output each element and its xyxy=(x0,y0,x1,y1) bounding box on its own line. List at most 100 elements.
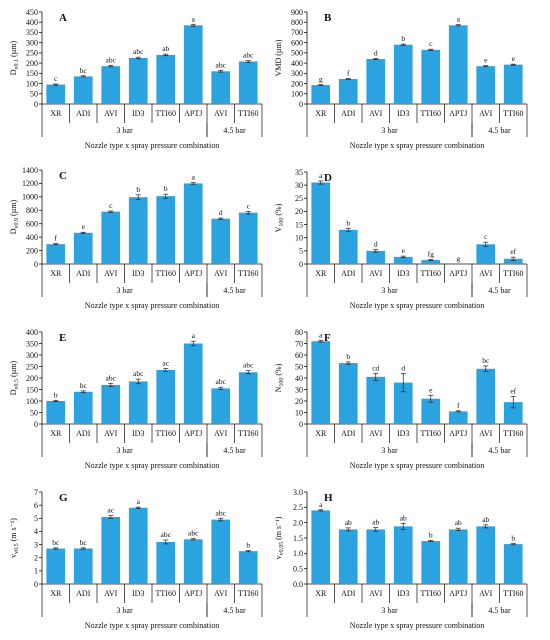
y-tick-label: 0 xyxy=(34,420,38,429)
significance-letter: ef xyxy=(510,386,516,395)
bar xyxy=(73,232,93,264)
bar xyxy=(156,541,176,584)
panel-letter: E xyxy=(59,332,66,344)
y-tick-label: 80 xyxy=(295,328,303,337)
bar xyxy=(101,66,121,104)
category-label: TTI60 xyxy=(156,269,176,278)
y-tick-label: 200 xyxy=(26,246,38,255)
panel-letter: D xyxy=(324,172,332,184)
category-label: XR xyxy=(315,429,327,438)
bar xyxy=(476,368,496,424)
group-label: 3 bar xyxy=(116,606,133,615)
panel-H: 0.0 0.5 1.0 1.5 2.0 2.5 3.0 vv0.95 (m s⁻¹) Ha ab a… xyxy=(274,488,528,630)
y-tick-label: 35 xyxy=(295,168,303,177)
significance-letter: b xyxy=(54,390,58,399)
y-tick-label: 100 xyxy=(26,79,38,88)
significance-letter: e xyxy=(429,385,433,394)
significance-letter: b xyxy=(164,184,168,193)
y-axis-label: N100 (%) xyxy=(274,363,285,392)
category-label: XR xyxy=(315,589,327,598)
x-axis-label: Nozzle type x spray pressure combination xyxy=(350,461,484,470)
category-label: ADI xyxy=(341,269,356,278)
significance-letter: e xyxy=(402,246,406,255)
group-label: 4.5 bar xyxy=(488,126,511,135)
y-tick-label: 100 xyxy=(26,397,38,406)
x-axis-label: Nozzle type x spray pressure combination xyxy=(85,141,219,150)
significance-letter: b xyxy=(346,218,350,227)
significance-letter: fg xyxy=(428,250,434,259)
group-label: 3 bar xyxy=(381,606,398,615)
significance-letter: c xyxy=(247,201,251,210)
significance-letter: d xyxy=(219,208,223,217)
bar xyxy=(311,510,331,584)
category-label: APTJ xyxy=(184,109,202,118)
bar xyxy=(476,66,496,104)
x-axis-label: Nozzle type x spray pressure combination xyxy=(85,461,219,470)
category-label: ID3 xyxy=(397,429,409,438)
y-tick-label: 0 xyxy=(299,260,303,269)
bar xyxy=(156,54,176,104)
significance-letter: d xyxy=(401,363,405,372)
significance-letter: abc xyxy=(216,508,227,517)
y-tick-label: 400 xyxy=(291,59,303,68)
bar xyxy=(128,507,148,584)
bar xyxy=(448,25,468,105)
significance-letter: e xyxy=(484,56,488,65)
panel-E: 0 50 100 150 200 250 300 350 400 Dv0.5 (µm) Eb bc ab… xyxy=(9,328,263,470)
bar xyxy=(128,197,148,264)
category-label: TTI60 xyxy=(503,589,523,598)
bar xyxy=(393,526,413,584)
bar xyxy=(338,78,358,104)
panel-D: 0 5 10 15 20 25 30 35 V100 (%) Da b d e fg g c ef XR ADI AV… xyxy=(274,168,528,310)
bar xyxy=(338,229,358,264)
y-tick-label: 350 xyxy=(26,339,38,348)
y-tick-label: 1 xyxy=(34,567,38,576)
group-label: 4.5 bar xyxy=(223,446,246,455)
significance-letter: a xyxy=(319,171,323,180)
category-label: AVI xyxy=(214,109,228,118)
y-tick-label: 400 xyxy=(26,18,38,27)
y-axis-label: VMD (µm) xyxy=(274,39,283,76)
y-tick-label: 10 xyxy=(295,234,303,243)
bar xyxy=(421,541,441,584)
panel-letter: F xyxy=(324,332,331,344)
bar xyxy=(503,64,523,104)
category-label: ID3 xyxy=(132,589,144,598)
significance-letter: g xyxy=(319,75,323,84)
y-tick-label: 1000 xyxy=(22,193,38,202)
y-tick-label: 200 xyxy=(291,79,303,88)
bar xyxy=(393,256,413,264)
y-axis-label: Dv0.5 (µm) xyxy=(9,360,20,395)
significance-letter: c xyxy=(429,39,433,48)
significance-letter: c xyxy=(484,232,488,241)
category-label: AVI xyxy=(479,429,493,438)
y-tick-label: 400 xyxy=(26,233,38,242)
significance-letter: f xyxy=(55,234,58,243)
y-tick-label: 3.0 xyxy=(293,488,303,497)
significance-letter: b xyxy=(346,352,350,361)
y-tick-label: 30 xyxy=(295,181,303,190)
significance-letter: a xyxy=(192,331,196,340)
bar xyxy=(101,211,121,264)
category-label: ADI xyxy=(341,109,356,118)
significance-letter: a xyxy=(457,15,461,24)
category-label: XR xyxy=(315,269,327,278)
y-tick-label: 800 xyxy=(291,18,303,27)
significance-letter: abc xyxy=(188,529,199,538)
category-label: TTI60 xyxy=(421,429,441,438)
significance-letter: abc xyxy=(133,47,144,56)
category-label: AVI xyxy=(479,109,493,118)
category-label: AVI xyxy=(479,269,493,278)
category-label: APTJ xyxy=(184,269,202,278)
y-tick-label: 150 xyxy=(26,69,38,78)
bar xyxy=(238,212,258,264)
significance-letter: cd xyxy=(372,363,379,372)
significance-letter: b xyxy=(429,530,433,539)
category-label: ID3 xyxy=(397,109,409,118)
y-axis-label: vv0.5 (m s⁻¹) xyxy=(9,518,20,558)
y-tick-label: 15 xyxy=(295,220,303,229)
category-label: APTJ xyxy=(449,429,467,438)
bar xyxy=(366,59,386,104)
